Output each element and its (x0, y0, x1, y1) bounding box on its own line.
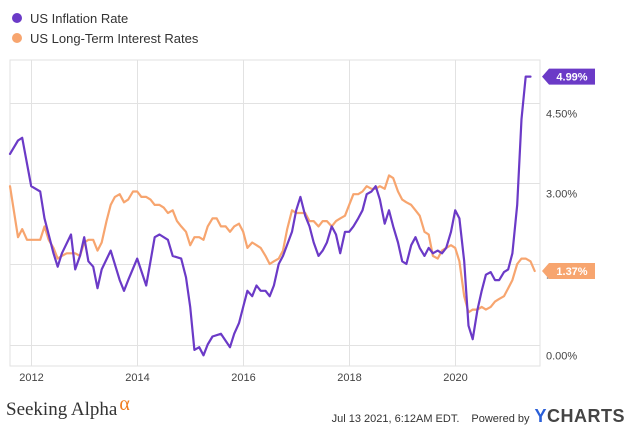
powered-by-label: Powered by (471, 413, 530, 425)
inflation-series-line (8, 75, 532, 357)
ycharts-logo-y: Y (534, 406, 547, 426)
legend-item-inflation[interactable]: US Inflation Rate (12, 8, 198, 28)
end-label-text: 1.37% (556, 266, 587, 278)
x-tick-label: 2014 (125, 372, 149, 384)
x-tick-label: 2020 (443, 372, 467, 384)
end-label-text: 4.99% (556, 72, 587, 84)
ycharts-logo-rest: CHARTS (547, 406, 625, 426)
end-label-tag (542, 262, 595, 279)
ycharts-logo[interactable]: YCHARTS (534, 406, 625, 427)
legend-item-interest[interactable]: US Long-Term Interest Rates (12, 28, 198, 48)
x-tick-label: 2012 (19, 372, 43, 384)
y-tick-label: 0.00% (546, 351, 577, 363)
legend-marker-interest (12, 33, 22, 43)
y-tick-label: 4.50% (546, 109, 577, 121)
y-tick-label: 3.00% (546, 189, 577, 201)
series-lines (8, 75, 536, 357)
legend-label-inflation: US Inflation Rate (30, 10, 129, 26)
end-label-tag (542, 68, 595, 85)
plot-frame (9, 59, 541, 367)
timestamp: Jul 13 2021, 6:12AM EDT. (331, 413, 460, 425)
end-value-labels: 4.99% 1.37% (542, 68, 595, 279)
seeking-alpha-logo[interactable]: Seeking Alpha α (6, 393, 130, 421)
legend-marker-inflation (12, 13, 22, 23)
inflation-end-label: 4.99% (542, 68, 595, 85)
x-tick-label: 2018 (337, 372, 361, 384)
alpha-symbol: α (119, 393, 130, 415)
grid (9, 59, 541, 367)
chart-legend: US Inflation Rate US Long-Term Interest … (12, 8, 198, 48)
interest-series-line (8, 174, 536, 314)
legend-label-interest: US Long-Term Interest Rates (30, 30, 199, 46)
x-tick-label: 2016 (231, 372, 255, 384)
brand-name: Seeking Alpha (6, 399, 118, 420)
interest-end-label: 1.37% (542, 262, 595, 279)
chart-footer: Jul 13 2021, 6:12AM EDT. Powered by YCHA… (332, 406, 625, 427)
